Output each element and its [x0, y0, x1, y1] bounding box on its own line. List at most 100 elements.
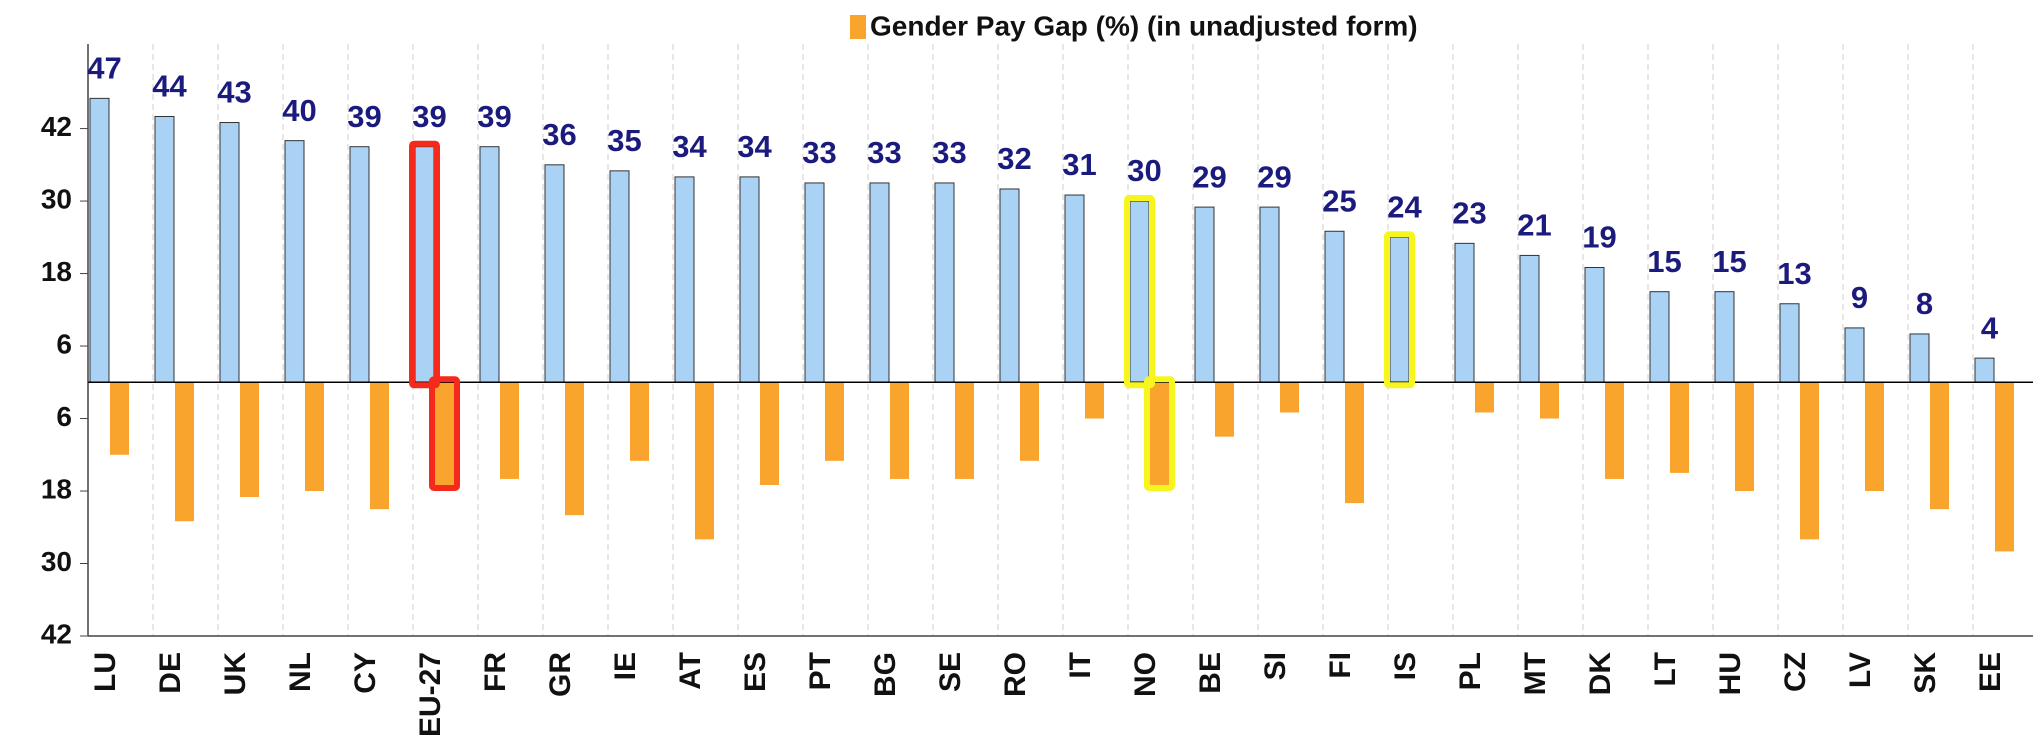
- bar: [1454, 242, 1475, 383]
- bar: [695, 382, 714, 540]
- x-tick-label: DE: [154, 652, 187, 694]
- value-label: 34: [672, 129, 707, 164]
- value-label: 25: [1322, 183, 1356, 218]
- bar: [1930, 382, 1949, 510]
- bar: [544, 164, 565, 383]
- bar: [1150, 382, 1169, 485]
- bar: [869, 182, 890, 383]
- x-tick-label: EE: [1974, 652, 2007, 692]
- value-label: 36: [542, 117, 576, 152]
- value-label: 33: [867, 135, 901, 170]
- bar: [630, 382, 649, 461]
- bar: [349, 146, 370, 383]
- y-tick-label: 30: [41, 183, 72, 214]
- bar: [1280, 382, 1299, 413]
- value-label: 43: [217, 75, 251, 110]
- value-label: 23: [1452, 196, 1486, 231]
- bar: [110, 382, 129, 455]
- bar: [1064, 194, 1085, 383]
- x-tick-label: NO: [1129, 652, 1162, 697]
- x-tick-label: IT: [1064, 652, 1097, 679]
- bar: [999, 188, 1020, 383]
- highlight-box: [1144, 376, 1175, 491]
- legend-swatch: [850, 15, 866, 39]
- bar: [1909, 333, 1930, 383]
- bar: [500, 382, 519, 479]
- x-tick-label: ES: [739, 652, 772, 692]
- x-tick-label: MT: [1519, 652, 1552, 695]
- bar: [739, 176, 760, 383]
- x-tick-label: CZ: [1779, 652, 1812, 692]
- bar: [1584, 267, 1605, 383]
- value-label: 34: [737, 129, 772, 164]
- bar: [1085, 382, 1104, 419]
- x-tick-label: LV: [1844, 652, 1877, 688]
- value-label: 4: [1981, 310, 1999, 345]
- bar: [1605, 382, 1624, 479]
- x-tick-label: EU-27: [414, 652, 447, 737]
- x-tick-label: AT: [674, 652, 707, 690]
- bar: [1844, 327, 1865, 383]
- bar: [1475, 382, 1494, 413]
- x-tick-label: PL: [1454, 652, 1487, 690]
- x-tick-label: SI: [1259, 652, 1292, 680]
- bar: [565, 382, 584, 516]
- highlight-box: [1124, 195, 1155, 389]
- value-label: 39: [477, 99, 511, 134]
- value-label: 29: [1192, 159, 1226, 194]
- x-tick-label: FI: [1324, 652, 1357, 679]
- bar: [609, 170, 630, 383]
- value-label: 30: [1127, 153, 1161, 188]
- bar: [1714, 291, 1735, 383]
- bar: [89, 97, 110, 383]
- value-label: 39: [412, 99, 446, 134]
- x-tick-label: DK: [1584, 652, 1617, 696]
- value-label: 35: [607, 123, 641, 158]
- bar: [934, 182, 955, 383]
- bar: [674, 176, 695, 383]
- x-tick-label: CY: [349, 652, 382, 694]
- bar: [825, 382, 844, 461]
- x-tick-label: RO: [999, 652, 1032, 697]
- x-tick-label: UK: [219, 652, 252, 696]
- bar: [479, 146, 500, 383]
- highlight-box: [429, 376, 460, 491]
- y-tick-label: 42: [41, 618, 72, 649]
- highlight-box: [409, 140, 440, 389]
- value-label: 13: [1777, 256, 1811, 291]
- y-tick-label: 30: [41, 546, 72, 577]
- x-tick-label: NL: [284, 652, 317, 692]
- value-label: 33: [932, 135, 966, 170]
- x-tick-label: BE: [1194, 652, 1227, 694]
- bar: [240, 382, 259, 498]
- value-label: 29: [1257, 159, 1291, 194]
- y-tick-label: 18: [41, 256, 72, 287]
- value-label: 40: [282, 93, 316, 128]
- bar: [1389, 236, 1410, 383]
- bar: [154, 115, 175, 383]
- bar: [1974, 357, 1995, 383]
- y-tick-label: 42: [41, 111, 72, 142]
- x-tick-label: FR: [479, 652, 512, 692]
- x-tick-label: GR: [544, 652, 577, 697]
- value-label: 32: [997, 141, 1031, 176]
- bar: [1324, 230, 1345, 383]
- bar: [1345, 382, 1364, 504]
- bar: [1540, 382, 1559, 419]
- bar: [1519, 254, 1540, 383]
- value-label: 39: [347, 99, 381, 134]
- value-label: 24: [1387, 189, 1422, 224]
- bar: [370, 382, 389, 510]
- value-label: 9: [1851, 280, 1868, 315]
- bar: [1020, 382, 1039, 461]
- value-label: 8: [1916, 286, 1933, 321]
- bar: [1800, 382, 1819, 540]
- x-tick-label: HU: [1714, 652, 1747, 695]
- bar: [305, 382, 324, 492]
- bar: [760, 382, 779, 485]
- value-label: 15: [1647, 244, 1681, 279]
- y-tick-label: 18: [41, 473, 72, 504]
- highlight-box: [1384, 231, 1415, 389]
- bar: [414, 146, 435, 383]
- x-tick-label: LU: [89, 652, 122, 692]
